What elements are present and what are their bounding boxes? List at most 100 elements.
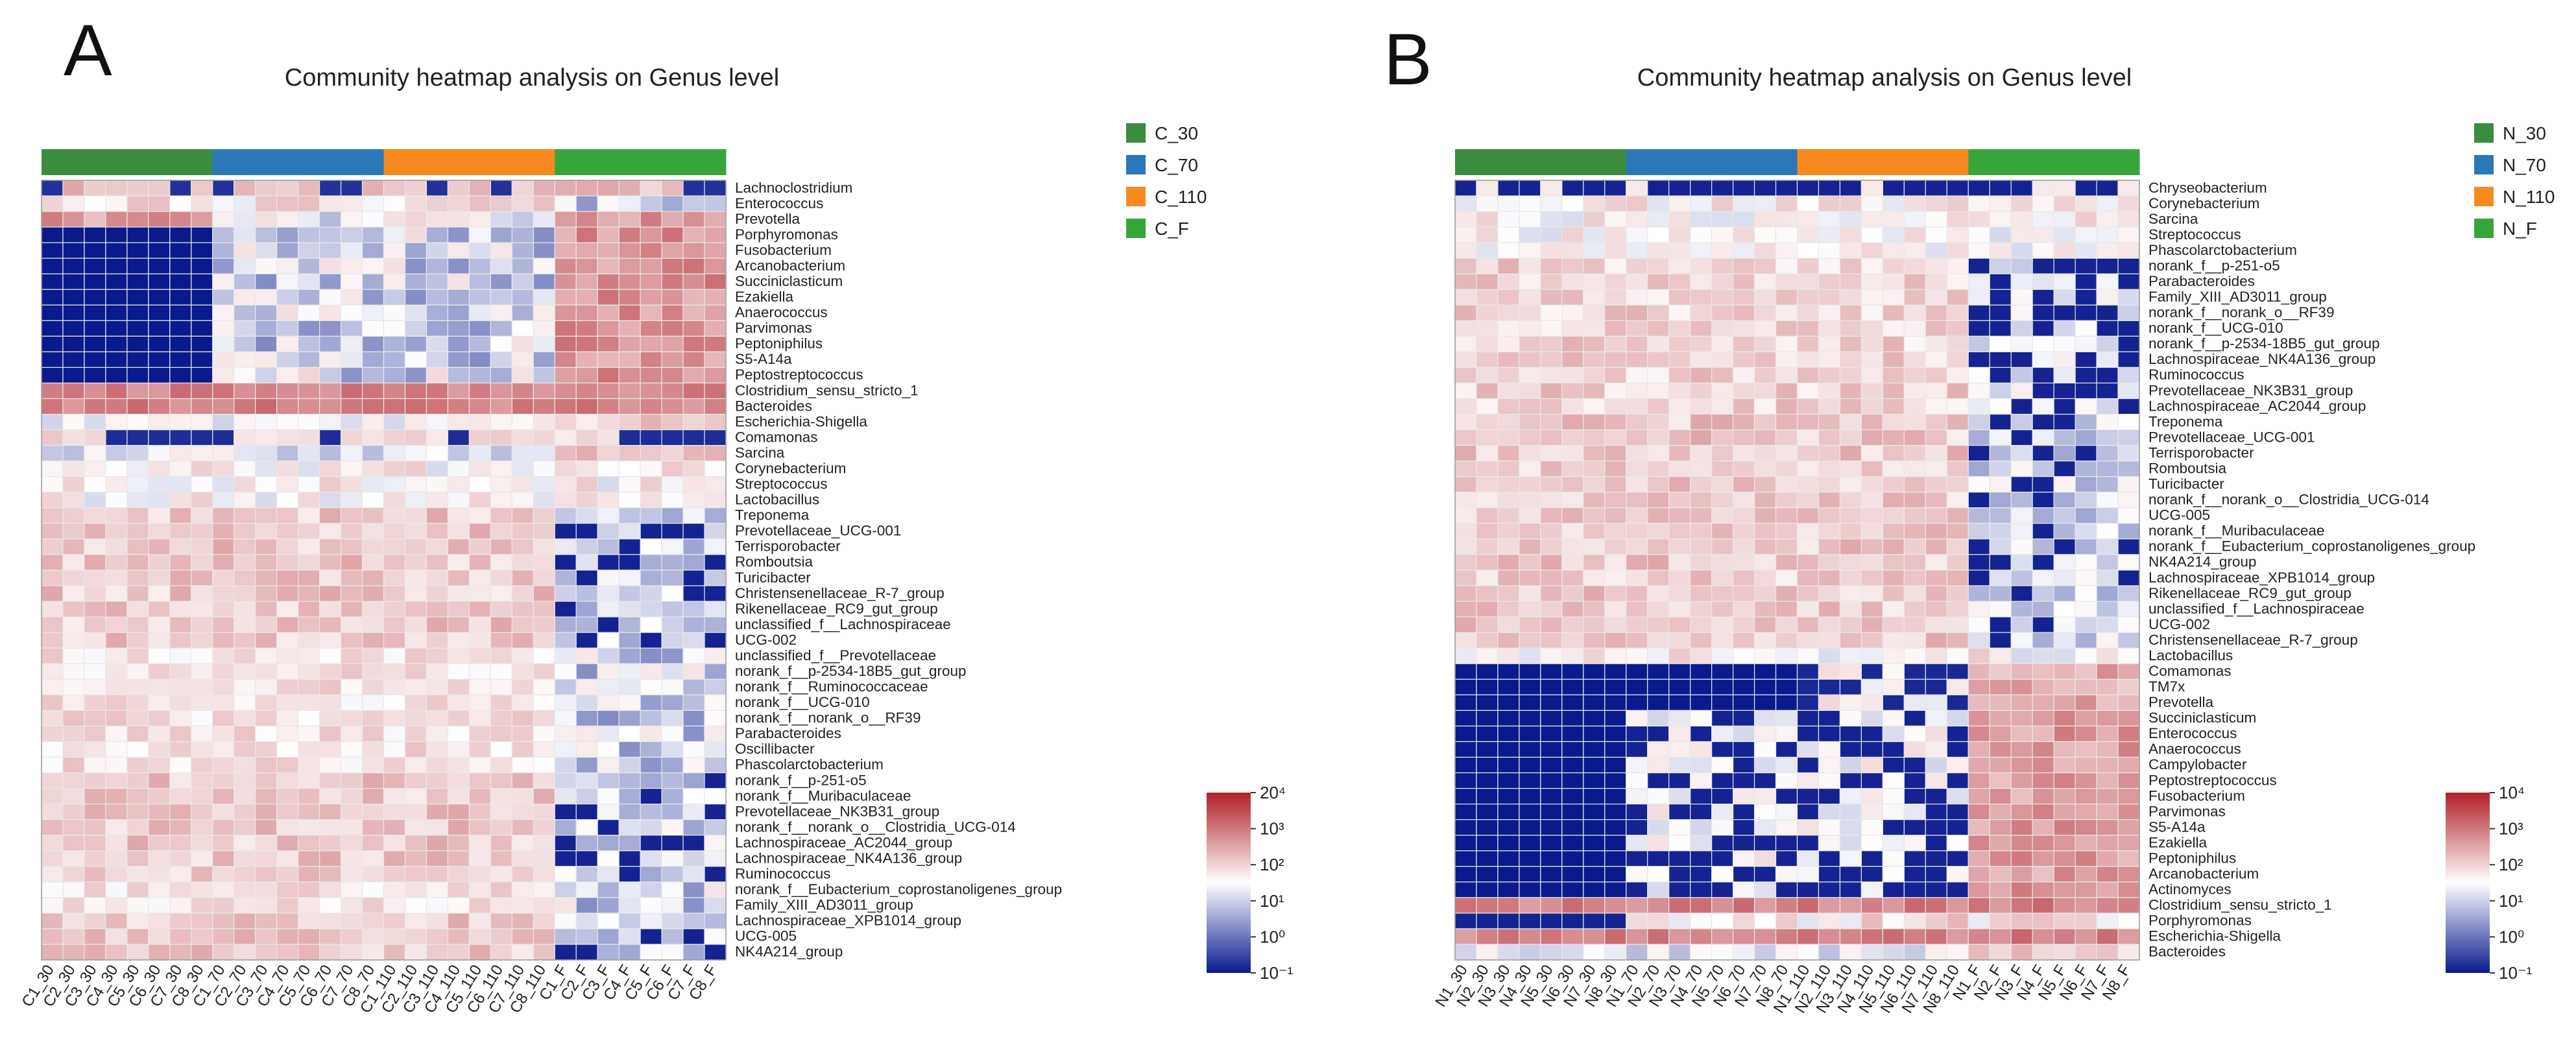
heatmap-cell (618, 678, 641, 695)
heatmap-cell (682, 850, 705, 867)
heatmap-cell (1925, 538, 1947, 555)
heatmap-cell (298, 866, 320, 883)
heatmap-cell (1561, 663, 1584, 680)
heatmap-cell (1968, 382, 1990, 400)
heatmap-cell (148, 632, 171, 649)
heatmap-cell (41, 258, 64, 274)
heatmap-cell (426, 554, 449, 571)
row-label: Ezakiella (735, 289, 794, 305)
heatmap-cell (597, 663, 620, 680)
heatmap-cell (533, 663, 555, 680)
heatmap-cell (2032, 569, 2054, 586)
heatmap-cell (1903, 616, 1926, 633)
heatmap-cell (105, 694, 128, 711)
heatmap-cell (426, 928, 449, 945)
heatmap-cell (511, 585, 534, 602)
heatmap-cell (105, 554, 128, 571)
heatmap-cell (319, 678, 342, 695)
heatmap-cell (2075, 601, 2097, 617)
row-label: norank_f__Muribaculaceae (2149, 523, 2324, 539)
heatmap-cell (234, 569, 256, 586)
heatmap-cell (276, 180, 299, 197)
heatmap-cell (298, 928, 320, 945)
heatmap-cell (148, 366, 171, 384)
heatmap-cell (618, 366, 641, 384)
heatmap-cell (383, 647, 406, 664)
heatmap-cell (2032, 835, 2054, 852)
heatmap-cell (447, 835, 470, 852)
heatmap-cell (276, 507, 299, 524)
heatmap-cell (1839, 710, 1862, 726)
heatmap-cell (1882, 195, 1905, 212)
heatmap-cell (1626, 725, 1648, 743)
heatmap-cell (105, 881, 128, 898)
heatmap-cell (212, 366, 235, 384)
heatmap-cell (1882, 787, 1905, 805)
heatmap-cell (704, 476, 727, 493)
heatmap-cell (640, 725, 662, 743)
heatmap-cell (1860, 663, 1883, 680)
heatmap-cell (597, 850, 620, 867)
heatmap-cell (1476, 492, 1499, 509)
heatmap-cell (1647, 413, 1670, 431)
heatmap-cell (62, 803, 85, 820)
heatmap-cell (2096, 461, 2119, 477)
heatmap-cell (1583, 445, 1606, 462)
heatmap-cell (84, 663, 106, 680)
heatmap-cell (84, 866, 106, 883)
heatmap-cell (319, 461, 342, 477)
colorbar-tick-label: 20⁴ (1260, 783, 1286, 802)
heatmap-cell (2032, 413, 2054, 431)
heatmap-cell (404, 429, 427, 446)
heatmap-cell (1497, 523, 1520, 540)
heatmap-cell (640, 601, 662, 617)
heatmap-cell (1561, 819, 1584, 836)
heatmap-cell (2032, 554, 2054, 571)
heatmap-cell (468, 913, 491, 929)
heatmap-cell (1690, 226, 1713, 243)
heatmap-cell (2010, 289, 2033, 305)
heatmap-cell (1903, 320, 1926, 337)
heatmap-cell (169, 787, 192, 805)
heatmap-cell (1796, 351, 1820, 368)
heatmap-cell (1946, 398, 1969, 415)
heatmap-cell (2032, 787, 2054, 805)
heatmap-cell (468, 881, 491, 898)
heatmap-cell (575, 569, 598, 586)
heatmap-cell (361, 289, 385, 305)
heatmap-cell (41, 398, 64, 415)
heatmap-cell (1753, 476, 1777, 493)
heatmap-cell (1561, 913, 1584, 929)
heatmap-cell (234, 289, 256, 305)
heatmap-cell (212, 741, 235, 758)
heatmap-cell (276, 320, 299, 337)
heatmap-cell (2010, 461, 2033, 477)
heatmap-cell (255, 944, 278, 961)
heatmap-cell (2117, 554, 2140, 571)
heatmap-cell (1925, 913, 1947, 929)
heatmap-cell (1519, 492, 1541, 509)
heatmap-cell (1732, 663, 1755, 680)
heatmap-cell (1604, 429, 1627, 446)
heatmap-cell (84, 585, 106, 602)
heatmap-cell (84, 366, 106, 384)
heatmap-cell (255, 351, 278, 368)
heatmap-cell (1626, 445, 1648, 462)
heatmap-cell (682, 180, 705, 197)
heatmap-cell (1968, 741, 1990, 758)
heatmap-cell (2010, 538, 2033, 555)
heatmap-cell (1476, 195, 1499, 212)
heatmap-cell (1989, 787, 2012, 805)
heatmap-cell (1647, 476, 1670, 493)
heatmap-cell (2096, 569, 2119, 586)
heatmap-cell (276, 647, 299, 664)
heatmap-cell (1968, 913, 1990, 929)
heatmap-cell (682, 913, 705, 929)
heatmap-cell (2032, 710, 2054, 726)
heatmap-cell (298, 913, 320, 929)
heatmap-cell (1946, 710, 1969, 726)
heatmap-cell (234, 741, 256, 758)
heatmap-cell (84, 351, 106, 368)
heatmap-cell (618, 492, 641, 509)
heatmap-cell (426, 273, 449, 290)
